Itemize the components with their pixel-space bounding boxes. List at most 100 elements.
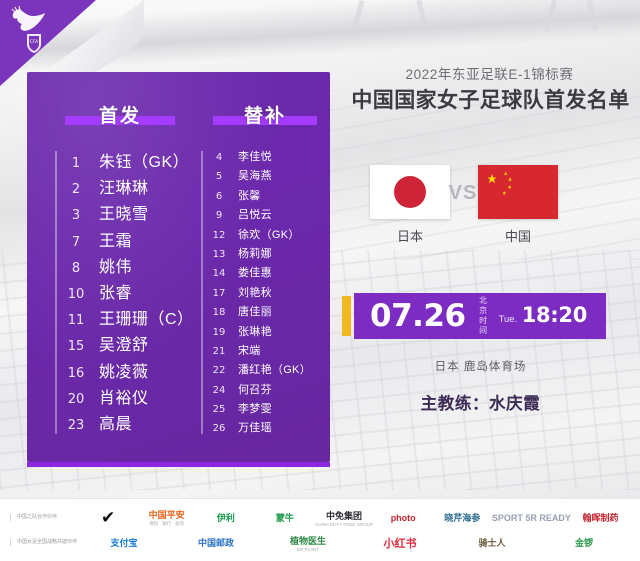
player-number: 2 xyxy=(71,182,81,198)
japan-flag-icon xyxy=(370,165,450,219)
player-number: 10 xyxy=(67,286,85,302)
sponsor-logo: 小红书 xyxy=(354,535,446,551)
player-number: 20 xyxy=(67,391,85,407)
sponsor-bar: 中国之队合作伙伴 ✔ 中国平安 保险 · 银行 · 投资 伊利 蒙牛 中免集团 CHINA … xyxy=(0,498,640,561)
player-name: 何召芬 xyxy=(238,383,272,396)
player-row: 14 娄佳惠 xyxy=(208,264,330,283)
sponsor-logo: SPORT 5R READY xyxy=(492,513,571,523)
player-number: 24 xyxy=(212,384,226,396)
player-number: 21 xyxy=(212,345,226,357)
starting-header: 首发 xyxy=(45,101,195,127)
player-row: 16 姚凌薇 xyxy=(63,358,199,384)
home-team-label: 日本 xyxy=(396,229,423,244)
player-name: 万佳瑶 xyxy=(238,422,272,435)
subs-header-label: 替补 xyxy=(243,105,286,127)
player-name: 杨莉娜 xyxy=(238,247,272,260)
sponsor-name: 晓芹海参 xyxy=(444,513,481,523)
player-name: 王霜 xyxy=(99,232,133,250)
player-row: 21 宋端 xyxy=(208,342,330,361)
player-name: 潘红艳（GK） xyxy=(238,364,311,377)
player-number: 4 xyxy=(215,152,223,163)
player-name: 娄佳惠 xyxy=(238,267,272,280)
player-row: 3 王晓雪 xyxy=(63,200,199,226)
player-name: 汪琳琳 xyxy=(99,180,149,198)
player-row: 7 王霜 xyxy=(63,227,199,253)
sponsor-name: 支付宝 xyxy=(110,538,138,548)
header-accent-bar xyxy=(213,116,317,125)
sponsor-name: 蒙牛 xyxy=(275,513,294,523)
player-row: 17 刘艳秋 xyxy=(208,284,330,303)
player-row: 18 唐佳丽 xyxy=(208,303,330,322)
player-number: 23 xyxy=(67,417,85,433)
player-number: 26 xyxy=(212,423,226,435)
head-coach: 主教练：水庆霞 xyxy=(420,395,541,413)
sponsor-name: ✔ xyxy=(100,507,115,527)
sponsor-row-1: 中国之队合作伙伴 ✔ 中国平安 保险 · 银行 · 投资 伊利 蒙牛 中免集团 CHINA … xyxy=(10,505,630,530)
sponsor-logo: 晓芹海参 xyxy=(433,511,492,524)
player-number: 25 xyxy=(212,404,226,416)
team-crest-icon: CFA xyxy=(11,5,46,53)
player-name: 肖裕仪 xyxy=(99,389,149,407)
away-team: 中国 xyxy=(475,165,561,561)
player-name: 王晓雪 xyxy=(99,206,149,224)
player-name: 张馨 xyxy=(238,189,261,202)
sponsor-name: 骑士人 xyxy=(478,538,506,548)
player-row: 9 吕悦云 xyxy=(208,206,330,225)
sponsor-row-1-label: 中国之队合作伙伴 xyxy=(10,514,78,521)
vs-label: VS xyxy=(448,182,478,204)
lineup-lists: 1 朱钰（GK） 2 汪琳琳 3 王晓雪 7 王霜 8 姚伟 10 张睿 11 王珊珊（C） 15 吴澄舒 16… xyxy=(27,148,330,446)
player-number: 11 xyxy=(67,313,85,329)
player-number: 8 xyxy=(71,260,81,276)
sponsor-name: 伊利 xyxy=(216,513,235,523)
column-headers: 首发 替补 xyxy=(27,101,330,127)
player-number: 15 xyxy=(67,339,85,355)
player-row: 4 李佳悦 xyxy=(208,148,330,167)
sponsor-logo: 植物医生 DR PLANT xyxy=(262,534,354,552)
sponsor-row-2-label: 中国女足全国战略共建伙伴 xyxy=(10,539,78,546)
player-row: 8 姚伟 xyxy=(63,253,199,279)
sponsor-subtitle: CHINA DUTY FREE GROUP xyxy=(314,521,374,527)
player-number: 16 xyxy=(67,365,85,381)
sponsor-name: 金锣 xyxy=(574,538,593,548)
player-number: 9 xyxy=(215,210,223,222)
sponsor-logo: ✔ xyxy=(78,508,137,528)
player-row: 11 王珊珊（C） xyxy=(63,305,199,331)
player-name: 李佳悦 xyxy=(238,151,272,163)
player-number: 14 xyxy=(212,268,226,280)
match-datetime-bar: 07.26 北京时间 Tue. 18:20 xyxy=(342,293,606,339)
match-teams: 日本 VS 中国 xyxy=(345,165,640,255)
sponsor-subtitle: 保险 · 银行 · 投资 xyxy=(149,521,185,526)
sponsor-logo: 中国平安 保险 · 银行 · 投资 xyxy=(137,508,196,527)
sponsor-logo: 骑士人 xyxy=(446,536,538,549)
sponsor-logo: 金锣 xyxy=(538,536,630,549)
player-row: 6 张馨 xyxy=(208,187,330,206)
sponsor-name: 翰晖制药 xyxy=(582,513,619,523)
sponsor-name: 小红书 xyxy=(383,537,417,550)
player-number: 12 xyxy=(212,229,226,241)
sponsor-name: photo xyxy=(390,512,416,523)
player-name: 徐欢（GK） xyxy=(238,228,300,241)
home-team: 日本 xyxy=(367,165,453,245)
player-row: 1 朱钰（GK） xyxy=(63,148,199,174)
player-name: 朱钰（GK） xyxy=(99,154,190,171)
player-number: 6 xyxy=(215,190,223,202)
sponsor-logo: photo xyxy=(374,513,433,523)
player-name: 唐佳丽 xyxy=(238,306,272,319)
player-row: 15 吴澄舒 xyxy=(63,331,199,357)
match-weekday: Tue. xyxy=(498,314,518,325)
svg-text:CFA: CFA xyxy=(30,39,39,45)
sponsor-name: 中国平安 xyxy=(148,510,185,520)
player-number: 18 xyxy=(212,307,226,319)
player-name: 吕悦云 xyxy=(238,209,272,222)
sponsor-row-1-logos: ✔ 中国平安 保险 · 银行 · 投资 伊利 蒙牛 中免集团 CHINA DUTY FREE… xyxy=(78,508,630,528)
player-name: 宋端 xyxy=(238,344,261,357)
player-number: 7 xyxy=(71,234,81,250)
player-name: 姚伟 xyxy=(99,258,133,276)
player-number: 22 xyxy=(212,365,226,377)
match-info-panel: 2022年东亚足联E-1锦标赛 中国国家女子足球队首发名单 日本 VS xyxy=(342,0,640,470)
player-number: 19 xyxy=(212,326,226,338)
subs-header: 替补 xyxy=(195,101,335,127)
column-divider xyxy=(55,151,57,434)
player-name: 张琳艳 xyxy=(238,325,272,338)
player-name: 刘艳秋 xyxy=(238,286,272,299)
